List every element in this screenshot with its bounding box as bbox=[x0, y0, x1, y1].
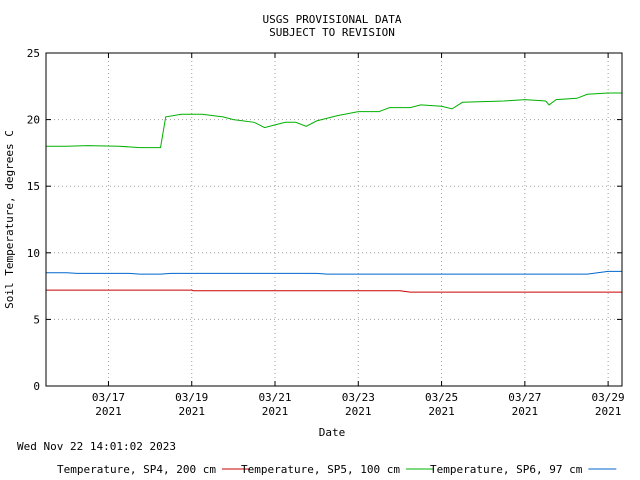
series-lines bbox=[46, 92, 622, 293]
chart-title-line-1: USGS PROVISIONAL DATA bbox=[262, 13, 401, 26]
x-tick-label: 03/25 bbox=[425, 391, 458, 404]
y-tick-label: 0 bbox=[33, 380, 40, 393]
legend-label: Temperature, SP5, 100 cm bbox=[241, 463, 400, 476]
x-axis-label: Date bbox=[319, 426, 346, 439]
x-tick-label: 03/21 bbox=[258, 391, 291, 404]
x-tick-label: 03/29 bbox=[592, 391, 625, 404]
legend-label: Temperature, SP4, 200 cm bbox=[57, 463, 216, 476]
timestamp: Wed Nov 22 14:01:02 2023 bbox=[17, 440, 176, 453]
series-line-3 bbox=[46, 270, 622, 275]
y-tick-label: 20 bbox=[27, 114, 40, 127]
x-tick-label: 2021 bbox=[178, 405, 205, 418]
x-tick-label: 2021 bbox=[595, 405, 622, 418]
y-tick-label: 15 bbox=[27, 180, 40, 193]
y-tick-label: 5 bbox=[33, 313, 40, 326]
series-line-2 bbox=[46, 92, 622, 149]
chart-title-line-2: SUBJECT TO REVISION bbox=[269, 26, 395, 39]
x-tick-label: 03/19 bbox=[175, 391, 208, 404]
x-tick-label: 2021 bbox=[95, 405, 122, 418]
x-tick-label: 03/23 bbox=[342, 391, 375, 404]
y-axis-label: Soil Temperature, degrees C bbox=[3, 130, 16, 309]
x-tick-label: 2021 bbox=[345, 405, 372, 418]
x-tick-label: 03/27 bbox=[508, 391, 541, 404]
plot-frame bbox=[45, 52, 623, 387]
x-tick-label: 03/17 bbox=[92, 391, 125, 404]
axis-ticks: 051015202503/17202103/19202103/21202103/… bbox=[27, 47, 625, 418]
x-tick-label: 2021 bbox=[512, 405, 539, 418]
legend-label: Temperature, SP6, 97 cm bbox=[430, 463, 583, 476]
y-tick-label: 25 bbox=[27, 47, 40, 60]
legend: Temperature, SP4, 200 cm Temperature, SP5… bbox=[57, 463, 617, 476]
y-tick-label: 10 bbox=[27, 247, 40, 260]
series-line-1 bbox=[46, 289, 622, 293]
grid-lines bbox=[46, 53, 622, 386]
x-tick-label: 2021 bbox=[428, 405, 455, 418]
x-tick-label: 2021 bbox=[262, 405, 289, 418]
